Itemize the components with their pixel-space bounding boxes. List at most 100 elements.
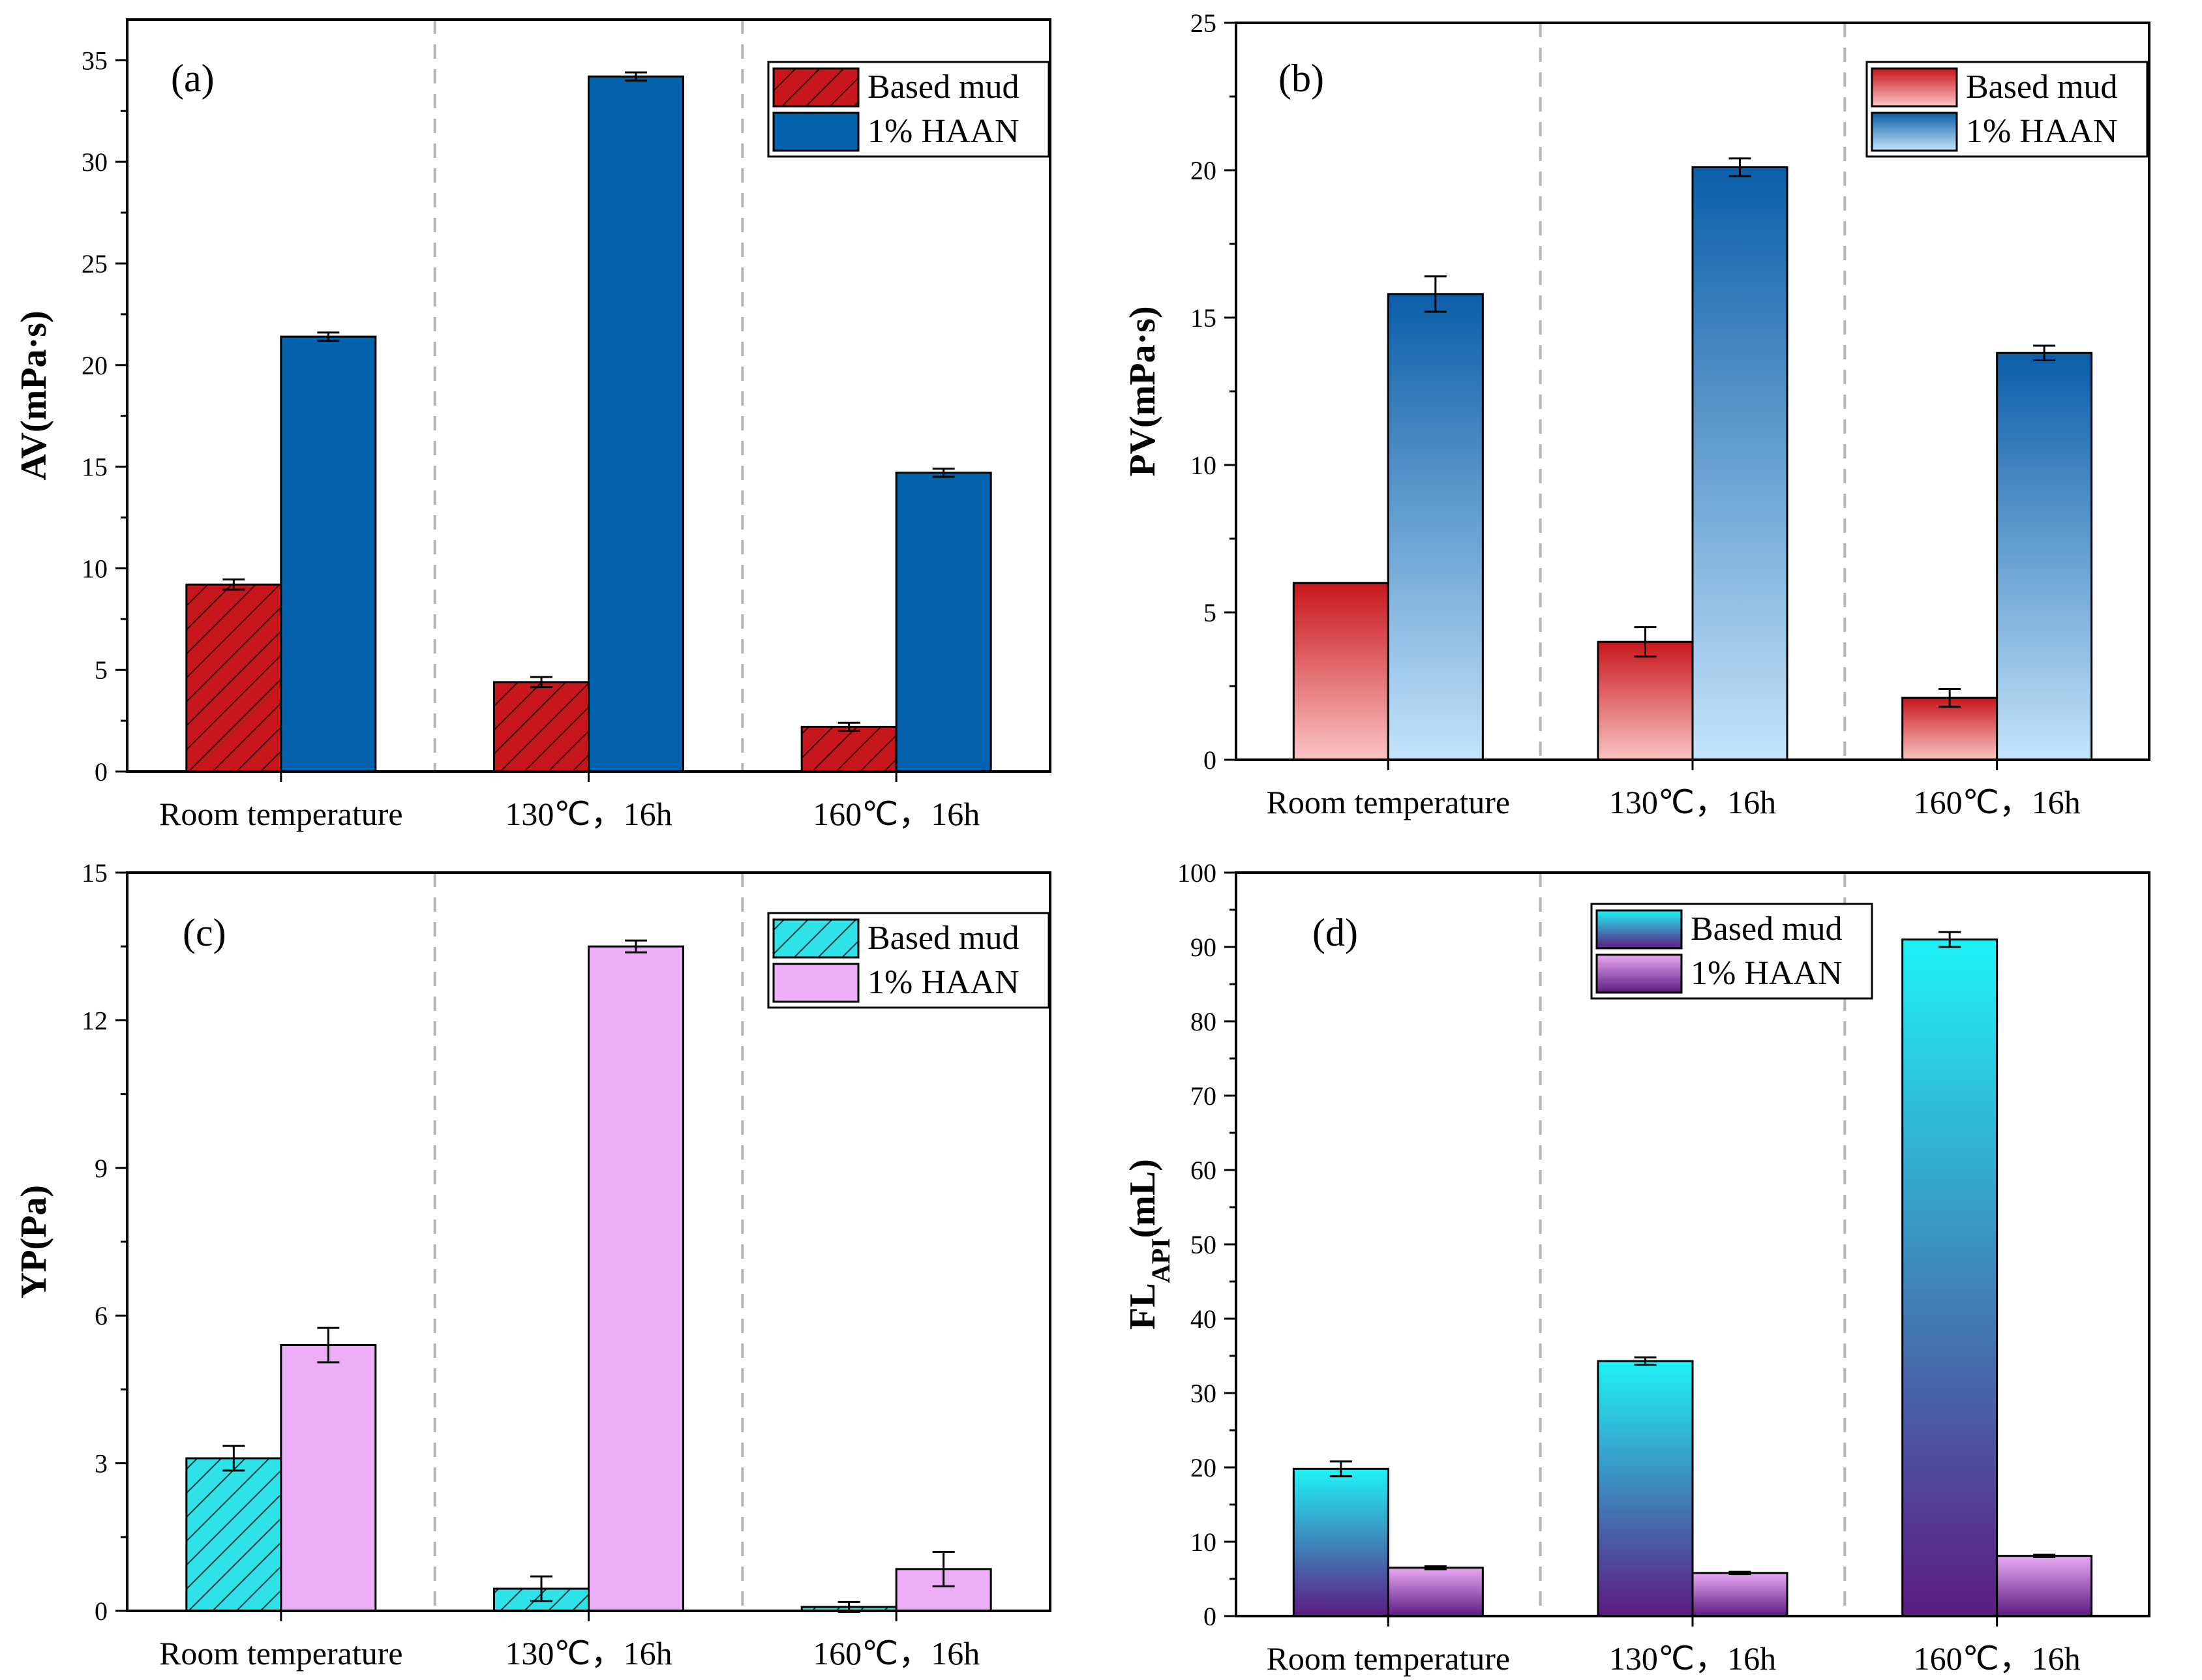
error-bar: [1728, 1570, 1751, 1576]
legend-swatch: [1595, 909, 1683, 950]
y-tick-label: 70: [1190, 1081, 1216, 1111]
bar-haan-1: [1691, 166, 1788, 761]
legend-swatch: [772, 963, 860, 1003]
error-bar: [1728, 157, 1751, 177]
y-tick-label: 50: [1190, 1230, 1216, 1259]
x-tick-label: 130℃，16h: [1609, 784, 1776, 820]
x-tick-label: Room temperature: [159, 796, 403, 832]
bar-haan-2: [1996, 1555, 2093, 1617]
bar-based-mud-1: [493, 681, 590, 773]
y-axis-title: FLAPI(mL): [1123, 1159, 1175, 1330]
y-tick-label: 30: [82, 147, 108, 177]
error-bar: [837, 721, 860, 732]
bar-haan-2: [1996, 352, 2093, 761]
panel-a: Room temperature 130℃，16h 160℃，16h 0 5 10 15 20…: [14, 18, 1051, 832]
y-tick-label: 60: [1190, 1156, 1216, 1185]
bar-haan-0: [280, 1343, 377, 1612]
bar-haan-2: [895, 472, 992, 773]
bar-based-mud-0: [185, 583, 282, 773]
y-axis-title: YP(Pa): [14, 1185, 54, 1298]
error-bar: [222, 578, 245, 591]
plot-frame: [126, 18, 1051, 773]
legend-swatch: [1595, 953, 1683, 994]
error-bar: [1634, 626, 1657, 658]
panel-label: (a): [171, 57, 215, 100]
x-tick-label: Room temperature: [1267, 1640, 1511, 1677]
error-bar: [625, 71, 647, 82]
x-tick-label: 160℃，16h: [1914, 784, 2081, 820]
legend-swatch: [772, 112, 860, 152]
x-tick-label: Room temperature: [1267, 784, 1511, 820]
y-tick-label: 12: [82, 1006, 108, 1035]
legend-swatch: [772, 67, 860, 108]
error-bar: [625, 939, 647, 953]
legend-label: Based mud: [867, 920, 1019, 957]
legend-label: 1% HAAN: [867, 964, 1019, 1001]
y-tick-label: 0: [95, 757, 108, 787]
error-bar: [1329, 1460, 1352, 1478]
y-tick-label: 10: [82, 554, 108, 583]
bar-based-mud-1: [1597, 1360, 1694, 1617]
y-tick-label: 9: [95, 1154, 108, 1183]
bar-based-mud-1: [1597, 640, 1694, 761]
y-tick-label: 10: [1190, 1527, 1216, 1557]
y-tick-label: 20: [82, 351, 108, 380]
legend: Based mud 1% HAAN: [767, 61, 1050, 158]
y-tick-label: 90: [1190, 933, 1216, 962]
error-bar: [932, 468, 955, 478]
y-axis-title: AV(mPa·s): [14, 310, 54, 480]
y-tick-label: 15: [82, 858, 108, 888]
y-tick-label: 20: [1190, 1453, 1216, 1482]
x-tick-label: 130℃，16h: [505, 1635, 672, 1672]
x-tick-label: 130℃，16h: [505, 796, 672, 832]
y-tick-label: 25: [82, 249, 108, 278]
bar-haan-1: [588, 945, 684, 1612]
x-tick-label: 130℃，16h: [1609, 1640, 1776, 1677]
legend-swatch: [772, 918, 860, 959]
panel-label: (d): [1312, 911, 1358, 954]
legend-label: Based mud: [1966, 68, 2118, 106]
legend-swatch: [1871, 67, 1958, 108]
y-tick-label: 20: [1190, 156, 1216, 185]
y-tick-label: 5: [1203, 598, 1216, 627]
y-tick-label: 0: [1203, 1602, 1216, 1631]
legend: Based mud 1% HAAN: [1590, 903, 1873, 1000]
legend-label: Based mud: [1691, 910, 1843, 948]
y-tick-label: 3: [95, 1449, 108, 1478]
panel-label: (b): [1278, 57, 1324, 100]
legend-swatch: [1871, 112, 1958, 152]
error-bar: [2033, 344, 2056, 362]
panel-b: Room temperature 130℃，16h 160℃，16h 0 5 10 15 20…: [1123, 8, 2150, 820]
y-tick-label: 35: [82, 46, 108, 75]
y-tick-label: 15: [1190, 303, 1216, 333]
error-bar: [1424, 275, 1447, 313]
bar-haan-1: [1691, 1572, 1788, 1617]
panel-label: (c): [183, 911, 226, 954]
y-tick-label: 30: [1190, 1379, 1216, 1408]
legend: Based mud 1% HAAN: [767, 912, 1050, 1009]
x-tick-label: 160℃，16h: [813, 1635, 980, 1672]
bar-based-mud-0: [1292, 1467, 1389, 1617]
bar-haan-1: [588, 75, 684, 773]
bar-haan-0: [280, 335, 377, 773]
panel-c: Room temperature 130℃，16h 160℃，16h 0 3 6 9 12 15…: [14, 858, 1051, 1672]
y-tick-label: 80: [1190, 1007, 1216, 1036]
y-tick-label: 15: [82, 453, 108, 482]
bar-haan-0: [1387, 1567, 1484, 1617]
bar-haan-0: [1387, 293, 1484, 761]
y-tick-label: 10: [1190, 451, 1216, 480]
error-bar: [932, 1550, 955, 1587]
bar-based-mud-0: [185, 1457, 282, 1612]
y-axis-title: PV(mPa·s): [1123, 306, 1163, 476]
bar-based-mud-2: [800, 725, 897, 773]
error-bar: [1938, 931, 1961, 948]
y-tick-label: 25: [1190, 8, 1216, 38]
x-tick-label: Room temperature: [159, 1635, 403, 1672]
error-bar: [2033, 1553, 2056, 1558]
error-bar: [317, 1327, 340, 1364]
y-tick-label: 6: [95, 1301, 108, 1330]
error-bar: [1634, 1356, 1657, 1366]
error-bar: [530, 676, 552, 689]
error-bar: [530, 1575, 552, 1602]
